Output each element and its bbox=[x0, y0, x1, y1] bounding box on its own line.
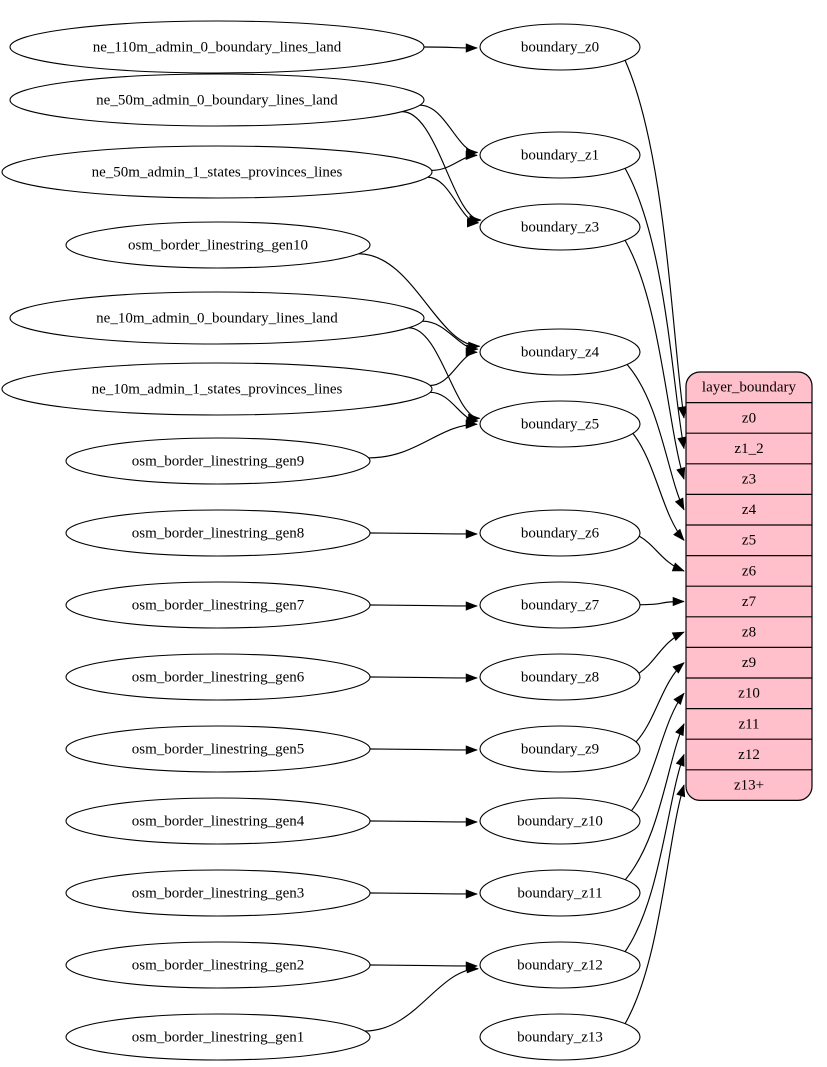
edge-boundary_z0-to-table-z0 bbox=[624, 60, 685, 418]
edge-arrowhead bbox=[465, 745, 478, 755]
node-boundary_z13[interactable] bbox=[479, 1013, 641, 1061]
edge-arrowhead bbox=[465, 673, 478, 683]
node-osm_border_linestring_gen10[interactable] bbox=[65, 221, 371, 269]
node-boundary_z9[interactable] bbox=[479, 725, 641, 773]
edge-boundary_z10-to-table-z10 bbox=[631, 692, 685, 812]
node-osm_border_linestring_gen1[interactable] bbox=[65, 1013, 371, 1061]
node-boundary_z3[interactable] bbox=[479, 203, 641, 251]
node-osm_border_linestring_gen2[interactable] bbox=[65, 941, 371, 989]
edge-boundary_z3-to-table-z3 bbox=[624, 240, 685, 480]
edge-arrowhead bbox=[465, 601, 478, 611]
node-osm_border_linestring_gen4[interactable] bbox=[65, 797, 371, 845]
edge-arrowhead bbox=[465, 889, 478, 899]
edge-osm_border_linestring_gen3-to-boundary_z11 bbox=[369, 892, 478, 895]
node-osm_border_linestring_gen6[interactable] bbox=[65, 653, 371, 701]
edge-arrowhead bbox=[671, 631, 685, 641]
edge-arrowhead bbox=[466, 964, 479, 974]
edge-boundary_z1-to-table-z1_2 bbox=[624, 168, 685, 449]
edge-arrowhead bbox=[671, 562, 685, 572]
edge-arrowhead bbox=[673, 692, 685, 706]
edge-arrowhead bbox=[467, 218, 480, 228]
node-osm_border_linestring_gen8[interactable] bbox=[65, 509, 371, 557]
node-osm_border_linestring_gen3[interactable] bbox=[65, 869, 371, 917]
edge-boundary_z12-to-table-z12 bbox=[624, 754, 685, 952]
node-ne_50m_admin_1_states_provinces_lines[interactable] bbox=[1, 145, 433, 199]
edge-osm_border_linestring_gen2-to-boundary_z12 bbox=[369, 964, 478, 967]
edge-osm_border_linestring_gen8-to-boundary_z6 bbox=[369, 532, 478, 535]
edge-ne_10m_admin_0_boundary_lines_land-to-boundary_z5 bbox=[408, 327, 480, 419]
node-osm_border_linestring_gen9[interactable] bbox=[65, 437, 371, 485]
node-ne_110m_admin_0_boundary_lines_land[interactable] bbox=[9, 20, 425, 74]
edge-arrowhead bbox=[673, 528, 685, 541]
edges-layer bbox=[358, 43, 687, 1032]
node-boundary_z4[interactable] bbox=[479, 328, 641, 376]
node-boundary_z12[interactable] bbox=[479, 941, 641, 989]
edge-arrowhead bbox=[677, 406, 687, 419]
node-boundary_z11[interactable] bbox=[479, 869, 641, 917]
edge-osm_border_linestring_gen5-to-boundary_z9 bbox=[369, 748, 478, 751]
edge-arrowhead bbox=[675, 723, 685, 737]
edge-arrowhead bbox=[465, 419, 478, 429]
layer-boundary-table: layer_boundaryz0z1_2z3z4z5z6z7z8z9z10z11… bbox=[685, 371, 813, 801]
node-osm_border_linestring_gen7[interactable] bbox=[65, 581, 371, 629]
node-boundary_z10[interactable] bbox=[479, 797, 641, 845]
edge-arrowhead bbox=[675, 753, 685, 767]
edge-boundary_z13-to-table-z13+ bbox=[624, 784, 685, 1024]
edge-arrowhead bbox=[676, 784, 686, 798]
edge-osm_border_linestring_gen4-to-boundary_z10 bbox=[369, 820, 478, 823]
node-ne_10m_admin_1_states_provinces_lines[interactable] bbox=[1, 362, 433, 416]
edge-boundary_z11-to-table-z11 bbox=[624, 723, 685, 881]
edge-ne_50m_admin_0_boundary_lines_land-to-boundary_z1 bbox=[419, 104, 478, 154]
edge-boundary_z9-to-table-z9 bbox=[635, 662, 685, 743]
node-boundary_z8[interactable] bbox=[479, 653, 641, 701]
node-boundary_z0[interactable] bbox=[479, 23, 641, 71]
edge-osm_border_linestring_gen1-to-boundary_z12 bbox=[364, 968, 479, 1032]
node-ne_10m_admin_0_boundary_lines_land[interactable] bbox=[9, 291, 425, 345]
edge-arrowhead bbox=[465, 817, 478, 827]
node-ne_50m_admin_0_boundary_lines_land[interactable] bbox=[9, 73, 425, 127]
node-boundary_z1[interactable] bbox=[479, 131, 641, 179]
edge-arrowhead bbox=[677, 436, 687, 450]
edge-osm_border_linestring_gen7-to-boundary_z7 bbox=[369, 604, 478, 607]
edge-osm_border_linestring_gen10-to-boundary_z4 bbox=[358, 253, 480, 347]
node-boundary_z6[interactable] bbox=[479, 509, 641, 557]
mid-nodes-layer: boundary_z0boundary_z1boundary_z3boundar… bbox=[479, 23, 641, 1061]
node-osm_border_linestring_gen5[interactable] bbox=[65, 725, 371, 773]
edge-osm_border_linestring_gen6-to-boundary_z8 bbox=[369, 676, 478, 679]
source-nodes-layer: ne_110m_admin_0_boundary_lines_landne_50… bbox=[1, 20, 433, 1061]
edge-arrowhead bbox=[676, 466, 686, 480]
edge-ne_50m_admin_0_boundary_lines_land-to-boundary_z3 bbox=[402, 111, 481, 221]
edge-boundary_z4-to-table-z4 bbox=[626, 364, 685, 510]
edge-arrowhead bbox=[672, 662, 685, 674]
edge-ne_10m_admin_1_states_provinces_lines-to-boundary_z4 bbox=[430, 351, 478, 387]
edge-osm_border_linestring_gen9-to-boundary_z5 bbox=[368, 423, 478, 459]
edge-arrowhead bbox=[465, 347, 478, 357]
edge-arrowhead bbox=[465, 150, 478, 160]
edge-boundary_z5-to-table-z5 bbox=[632, 433, 685, 541]
node-boundary_z7[interactable] bbox=[479, 581, 641, 629]
edge-arrowhead bbox=[674, 497, 685, 511]
edge-arrowhead bbox=[465, 529, 478, 539]
edge-arrowhead bbox=[465, 43, 478, 53]
node-boundary_z5[interactable] bbox=[479, 400, 641, 448]
edge-arrowhead bbox=[672, 596, 685, 607]
